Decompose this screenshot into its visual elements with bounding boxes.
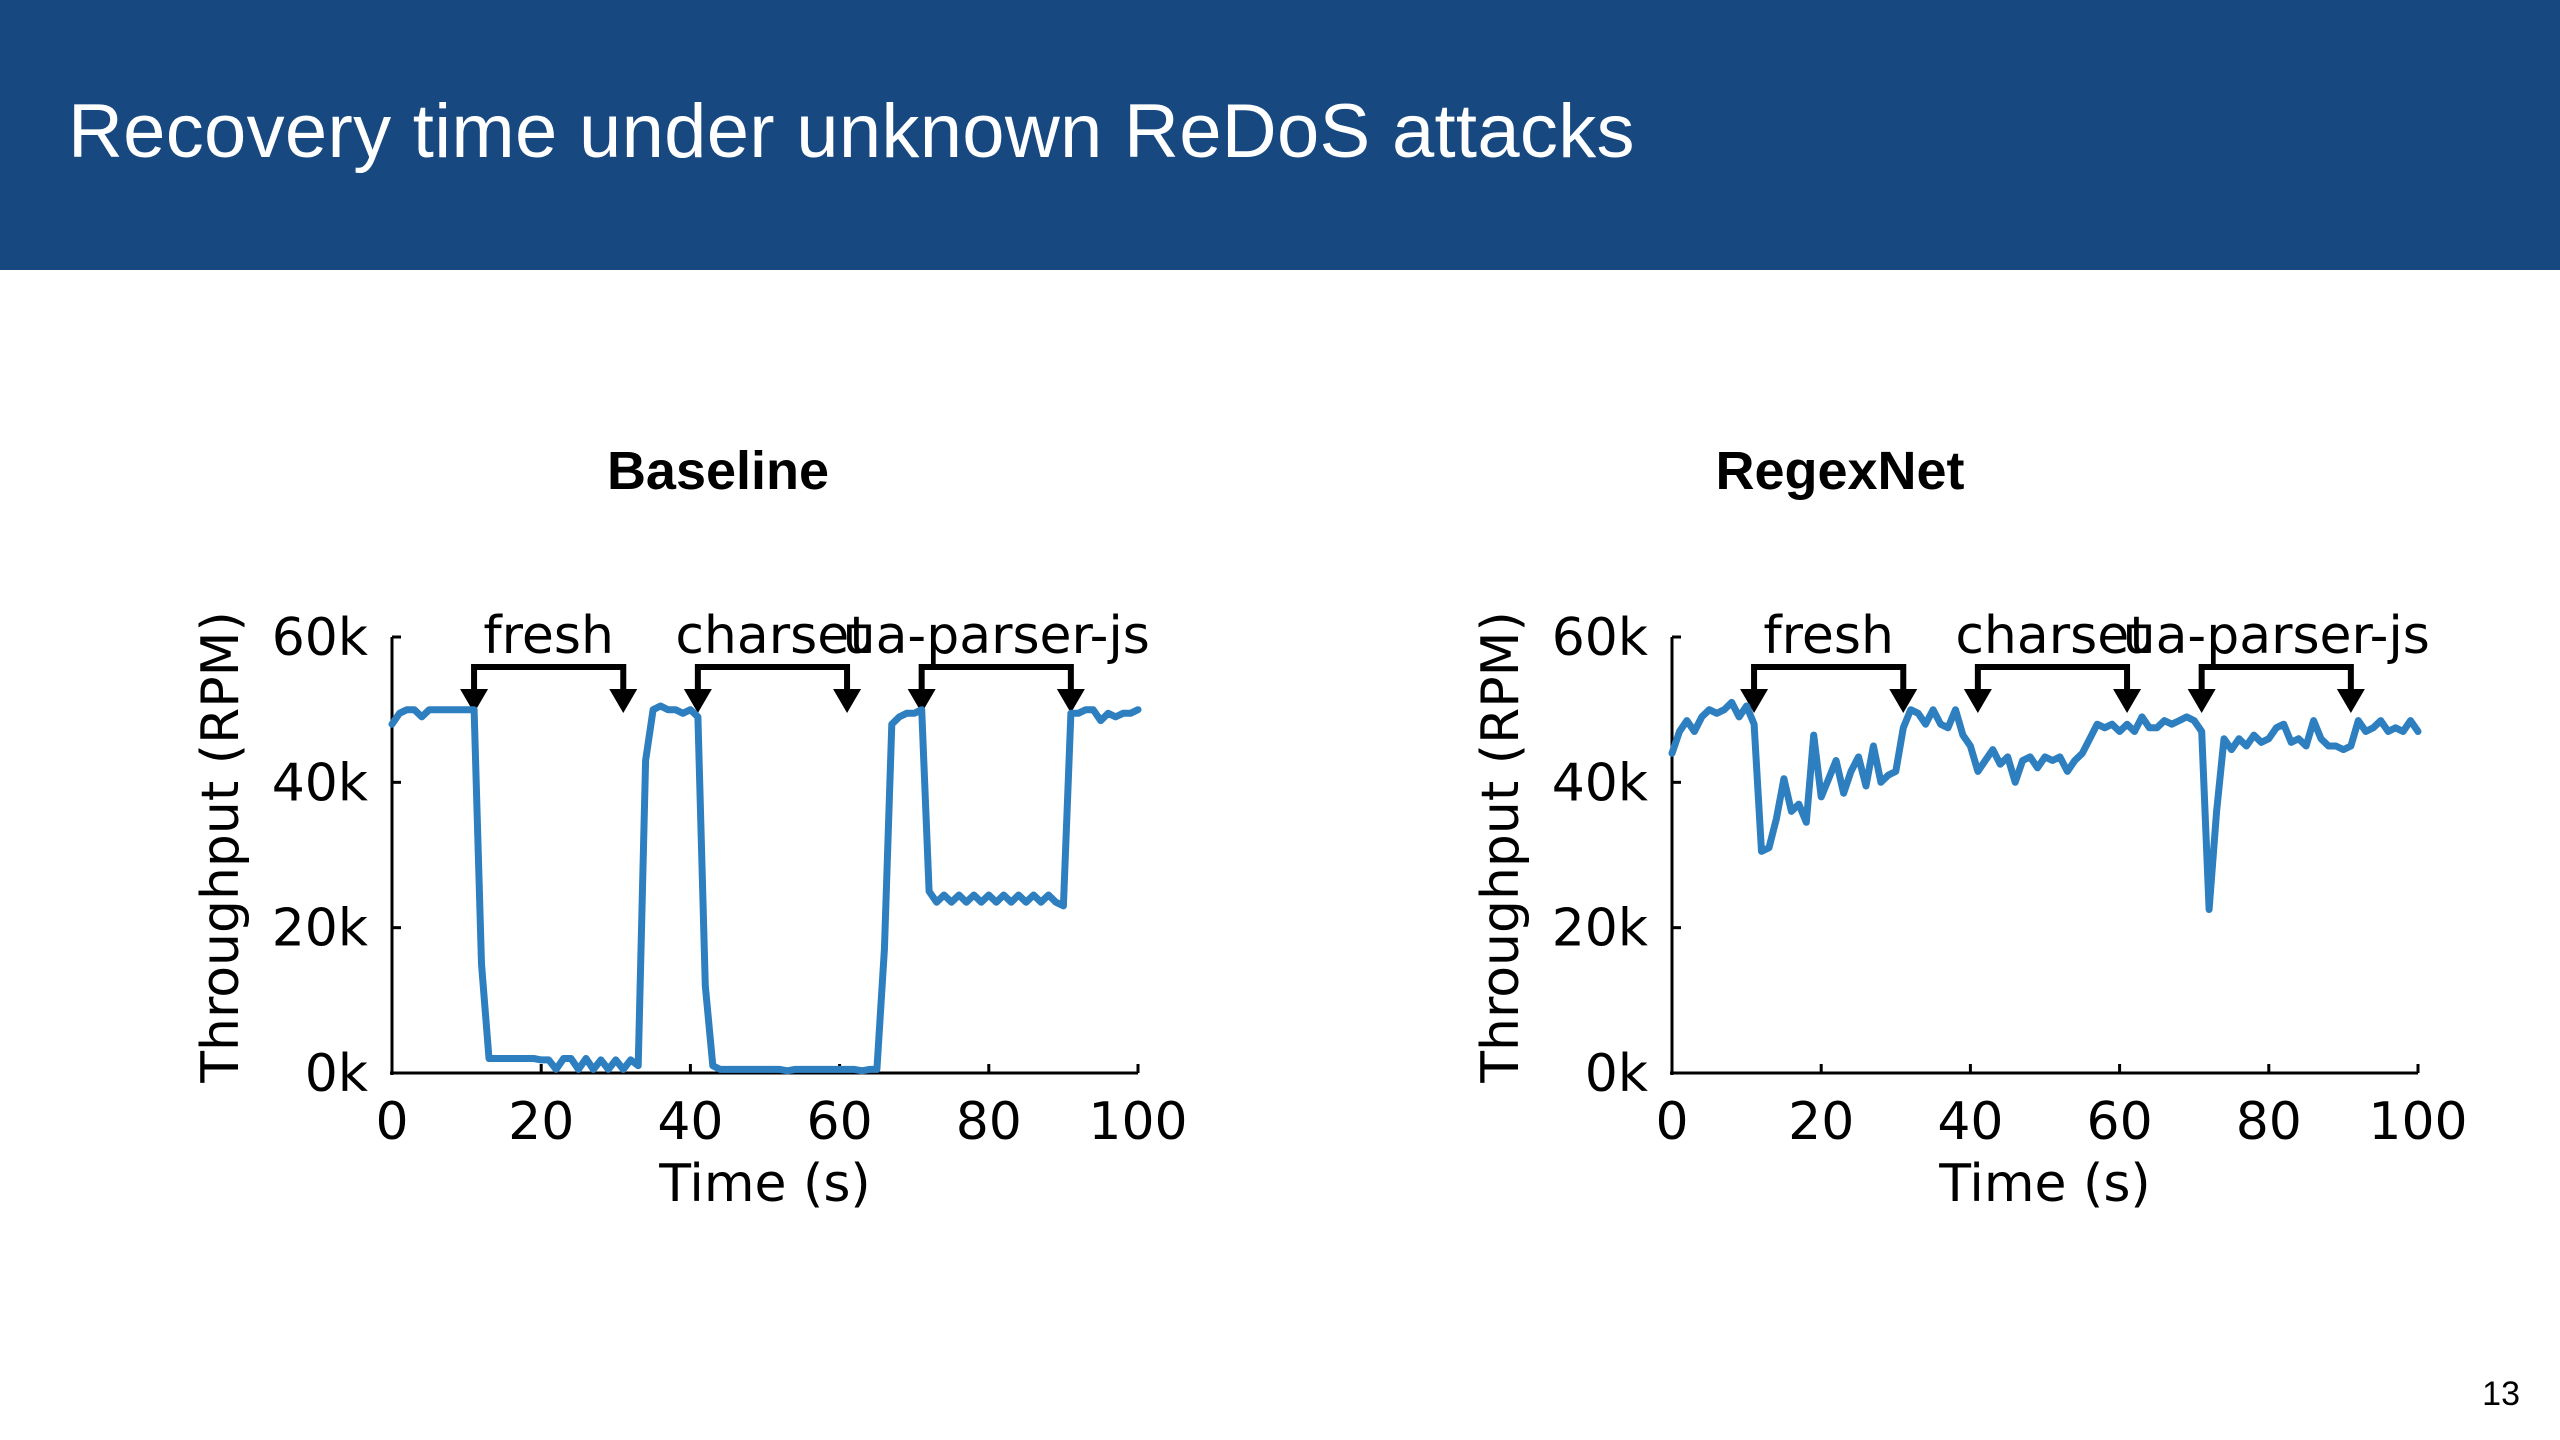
- annotation-label: charset: [675, 606, 869, 666]
- x-tick-label: 20: [1788, 1092, 1854, 1152]
- annotation-bracket: [1751, 664, 1907, 695]
- slide-title: Recovery time under unknown ReDoS attack…: [68, 89, 1635, 174]
- annotation-arrow: [460, 689, 489, 713]
- y-tick-label: 60k: [1552, 608, 1648, 668]
- annotation-arrow: [1889, 689, 1918, 713]
- chart-title-baseline: Baseline: [606, 441, 830, 501]
- baseline-chart: 0 20 40 60 80 100 0k 20k 40k 60k Time (s) Throughpu…: [191, 606, 1188, 1214]
- x-tick-label: 20: [508, 1092, 574, 1152]
- y-tick-label: 40k: [272, 753, 368, 813]
- throughput-series-line: [388, 702, 1142, 1075]
- x-axis-label: Time (s): [1938, 1154, 2150, 1214]
- annotation-arrow: [907, 689, 936, 713]
- x-tick-label: 80: [2236, 1092, 2302, 1152]
- throughput-series-line: [1668, 698, 2422, 913]
- annotation-bracket: [471, 664, 627, 695]
- annotation-arrow: [1056, 689, 1085, 713]
- annotation-label: ua-parser-js: [2123, 606, 2430, 666]
- x-tick-label: 40: [657, 1092, 723, 1152]
- y-tick-label: 20k: [1552, 899, 1648, 959]
- annotation-bracket: [2198, 664, 2354, 695]
- y-tick-label: 40k: [1552, 753, 1648, 813]
- page-number: 13: [2482, 1375, 2520, 1413]
- x-tick-label: 100: [2368, 1092, 2467, 1152]
- annotation-arrow: [2187, 689, 2216, 713]
- annotation-bracket: [918, 664, 1074, 695]
- annotation-label: fresh: [483, 606, 614, 666]
- y-axis-label: Throughput (RPM): [191, 611, 251, 1084]
- y-tick-label: 0k: [305, 1044, 368, 1104]
- y-tick-label: 20k: [272, 899, 368, 959]
- annotation-bracket: [694, 664, 851, 695]
- annotation-arrow: [2113, 689, 2142, 713]
- x-tick-label: 40: [1937, 1092, 2003, 1152]
- y-tick-label: 0k: [1585, 1044, 1648, 1104]
- x-tick-label: 60: [807, 1092, 873, 1152]
- annotation-label: charset: [1955, 606, 2149, 666]
- x-tick-label: 100: [1088, 1092, 1187, 1152]
- annotation-arrow: [609, 689, 638, 713]
- annotation-arrow: [683, 689, 712, 713]
- x-tick-label: 80: [956, 1092, 1022, 1152]
- annotation-label: ua-parser-js: [843, 606, 1150, 666]
- annotation-arrow: [2336, 689, 2365, 713]
- annotation-arrow: [833, 689, 862, 713]
- x-axis-label: Time (s): [658, 1154, 870, 1214]
- y-axis-label: Throughput (RPM): [1471, 611, 1531, 1084]
- annotation-label: fresh: [1763, 606, 1894, 666]
- annotation-arrow: [1963, 689, 1992, 713]
- annotation-arrow: [1740, 689, 1769, 713]
- title-bar: Recovery time under unknown ReDoS attack…: [0, 0, 2560, 270]
- x-tick-label: 0: [1655, 1092, 1688, 1152]
- regexnet-chart: 0 20 40 60 80 100 0k 20k 40k 60k Time (s) Throughpu…: [1471, 606, 2468, 1214]
- x-tick-label: 0: [375, 1092, 408, 1152]
- y-tick-label: 60k: [272, 608, 368, 668]
- chart-title-regexnet: RegexNet: [1715, 441, 1965, 501]
- annotation-bracket: [1974, 664, 2131, 695]
- x-tick-label: 60: [2087, 1092, 2153, 1152]
